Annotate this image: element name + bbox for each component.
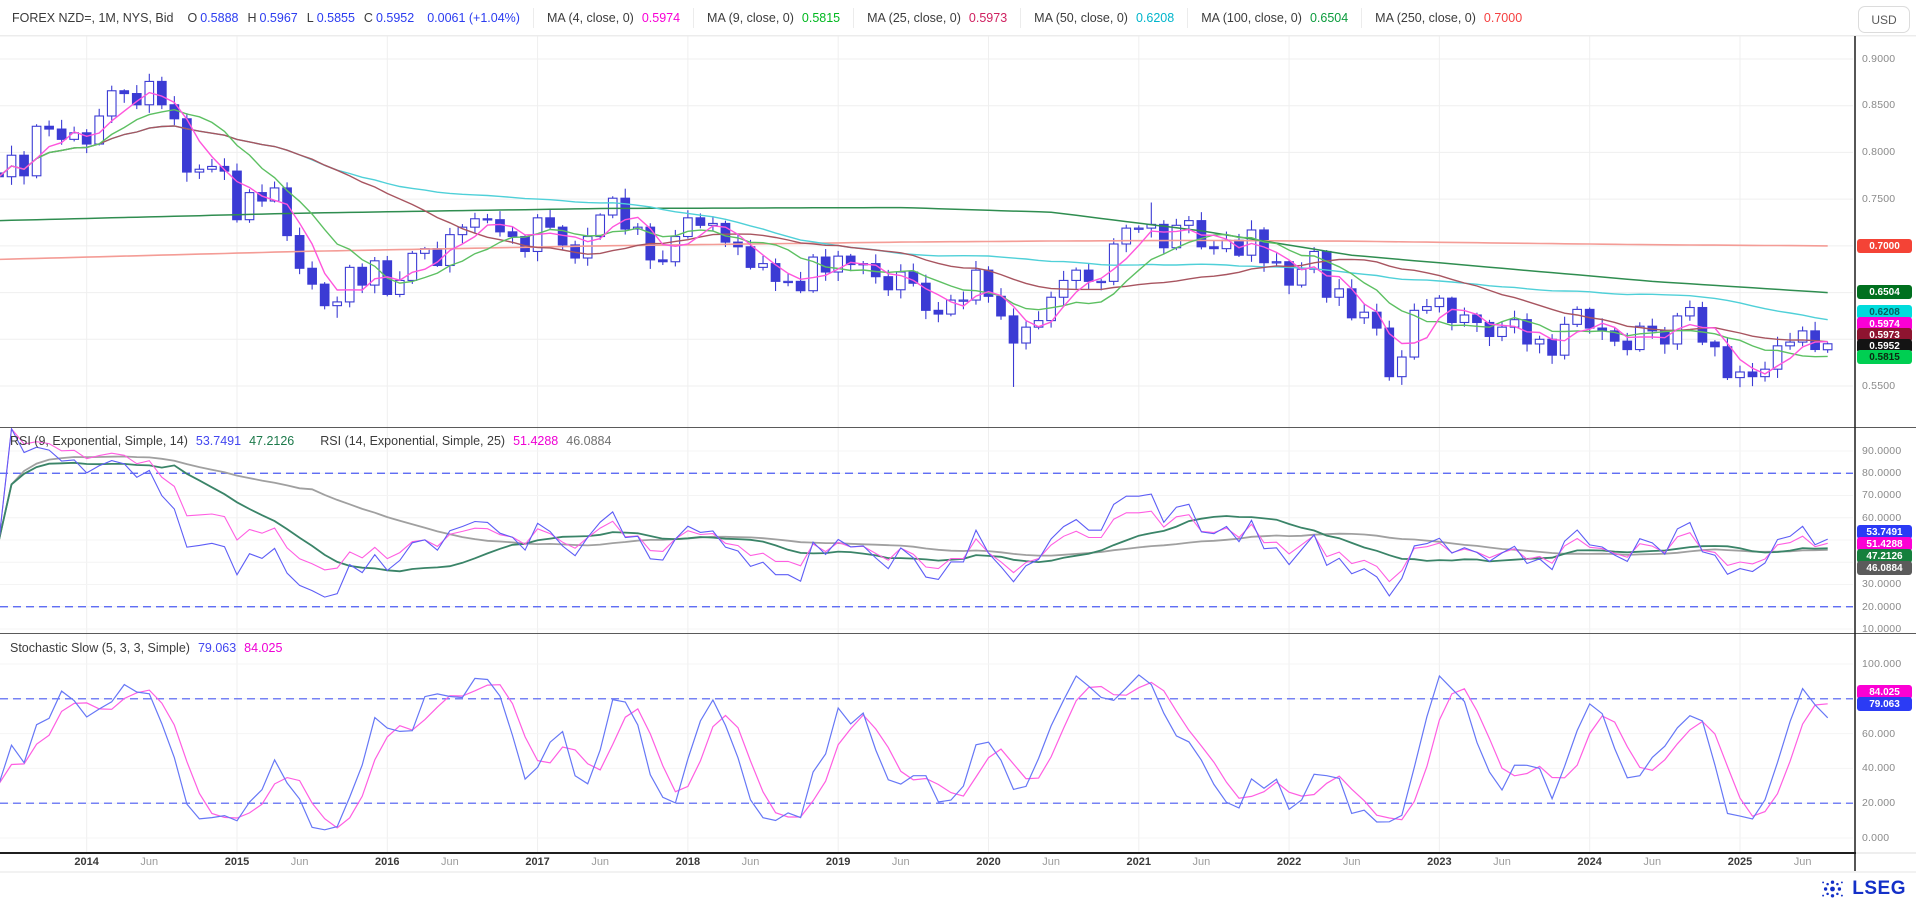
ma-value: 0.5974 <box>641 10 681 25</box>
stoch-legend-item: 79.063 <box>197 641 237 655</box>
rsi-legend-item: RSI (14, Exponential, Simple, 25) <box>320 434 506 448</box>
ohlc-key: O <box>187 10 198 25</box>
ma-label: MA (4, close, 0) <box>546 10 634 25</box>
ma-legend-item[interactable]: MA (25, close, 0) 0.5973 <box>867 11 1007 25</box>
ma-legend-item[interactable]: MA (9, close, 0) 0.5815 <box>707 11 840 25</box>
stoch-legend[interactable]: Stochastic Slow (5, 3, 3, Simple) 79.063 8… <box>10 641 282 655</box>
ma-label: MA (100, close, 0) <box>1201 10 1302 25</box>
ma-value: 0.5973 <box>968 10 1008 25</box>
ma-legend-item[interactable]: MA (50, close, 0) 0.6208 <box>1034 11 1174 25</box>
chart-header: FOREX NZD=, 1M, NYS, Bid O 0.5888 H 0.5967 L… <box>0 0 1916 36</box>
ma-legend-item[interactable]: MA (250, close, 0) 0.7000 <box>1375 11 1522 25</box>
ma-label: MA (50, close, 0) <box>1034 10 1128 25</box>
rsi-legend-item: 51.4288 <box>513 434 559 448</box>
lseg-emblem-icon <box>1822 880 1844 898</box>
pane-frames <box>0 35 1916 873</box>
stoch-legend-item: Stochastic Slow (5, 3, 3, Simple) <box>10 641 190 655</box>
header-separator <box>1020 7 1022 28</box>
header-separator <box>693 7 695 28</box>
header-separator <box>853 7 855 28</box>
ohlc-value: 0.5855 <box>316 10 355 25</box>
ma-value: 0.6504 <box>1309 10 1349 25</box>
change-value: 0.0061 (+1.04%) <box>427 10 520 25</box>
ohlc-value: 0.5967 <box>259 10 298 25</box>
rsi-legend[interactable]: RSI (9, Exponential, Simple, 14) 53.7491 4… <box>10 434 611 448</box>
ma-legend-item[interactable]: MA (100, close, 0) 0.6504 <box>1201 11 1348 25</box>
ma-legend: MA (4, close, 0) 0.5974 MA (9, close, 0) 0.… <box>520 7 1522 28</box>
ma-value: 0.6208 <box>1135 10 1175 25</box>
ohlc-value: 0.5952 <box>375 10 415 25</box>
ohlc-key: C <box>363 10 373 25</box>
ma-legend-item[interactable]: MA (4, close, 0) 0.5974 <box>547 11 680 25</box>
lseg-logo: LSEG <box>1819 876 1906 902</box>
lseg-wordmark: LSEG <box>1852 878 1906 899</box>
currency-button[interactable]: USD <box>1858 6 1910 33</box>
header-separator <box>1187 7 1189 28</box>
ma-value: 0.5815 <box>801 10 841 25</box>
rsi-legend-item: 47.2126 <box>249 434 295 448</box>
stoch-legend-item: 84.025 <box>244 641 283 655</box>
rsi-legend-item: RSI (9, Exponential, Simple, 14) <box>10 434 188 448</box>
ma-label: MA (9, close, 0) <box>707 10 794 25</box>
rsi-legend-item: 46.0884 <box>566 434 612 448</box>
header-separator <box>1361 7 1363 28</box>
candles <box>0 73 1833 388</box>
ohlc-key: L <box>306 10 314 25</box>
moving-averages <box>0 91 1828 375</box>
ohlc-value: 0.5888 <box>200 10 239 25</box>
stochastic-lines <box>0 674 1853 831</box>
ohlc-quote: O 0.5888 H 0.5967 L 0.5855 C 0.5952 0.0061 (+1.0… <box>188 11 520 25</box>
instrument-title: FOREX NZD=, 1M, NYS, Bid <box>12 10 174 25</box>
ohlc-key: H <box>247 10 257 25</box>
rsi-lines <box>0 428 1853 608</box>
rsi-legend-item: 53.7491 <box>195 434 242 448</box>
ma-label: MA (25, close, 0) <box>867 10 961 25</box>
header-separator <box>532 7 534 28</box>
ma-label: MA (250, close, 0) <box>1375 10 1476 25</box>
ma-value: 0.7000 <box>1483 10 1523 25</box>
